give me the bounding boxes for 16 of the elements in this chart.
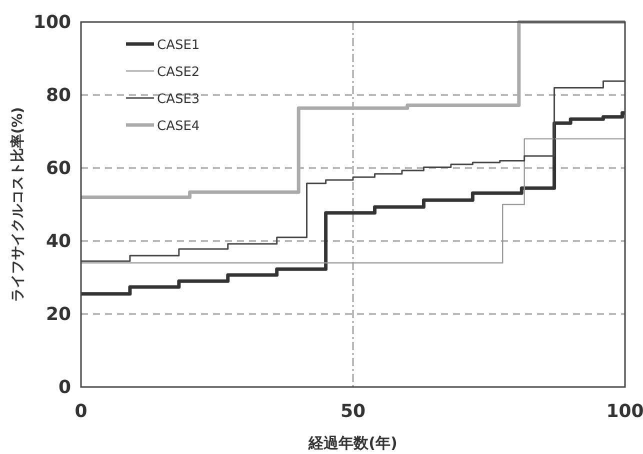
- chart: 0 50 100 0 20 40 60 80 100 経過年数(年) ライフサイクルコスト比率(%) CASE1 CASE2 CASE3 CASE4: [10, 12, 643, 452]
- x-axis-title: 経過年数(年): [308, 434, 398, 452]
- legend-label: CASE1: [157, 38, 200, 53]
- x-tick-label: 100: [606, 401, 643, 422]
- y-tick-label: 40: [46, 231, 71, 252]
- y-axis-title: ライフサイクルコスト比率(%): [9, 107, 26, 302]
- y-tick-label: 100: [33, 12, 71, 33]
- x-tick-label: 50: [340, 401, 366, 422]
- y-tick-label: 60: [46, 158, 71, 179]
- legend-label: CASE2: [157, 65, 200, 80]
- y-tick-label: 0: [58, 377, 71, 398]
- y-tick-label: 20: [46, 304, 71, 325]
- legend-label: CASE3: [157, 92, 200, 107]
- legend-label: CASE4: [157, 119, 200, 134]
- y-tick-label: 80: [46, 85, 71, 106]
- x-tick-label: 0: [74, 401, 88, 422]
